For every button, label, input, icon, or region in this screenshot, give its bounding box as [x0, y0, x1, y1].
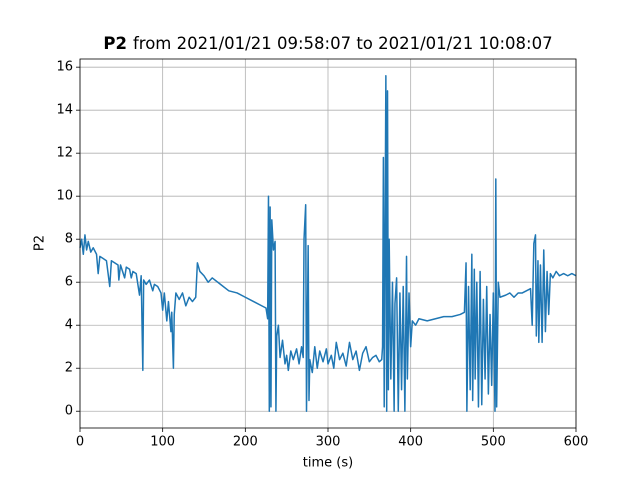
x-tick-label: 500	[481, 435, 506, 450]
data-line	[79, 75, 577, 412]
title-text: from 2021/01/21 09:58:07 to 2021/01/21 1…	[133, 34, 553, 53]
x-axis-label: time (s)	[303, 456, 353, 471]
y-tick-label: 4	[65, 318, 73, 333]
x-tick-label: 200	[233, 435, 258, 450]
y-tick-label: 12	[56, 146, 73, 161]
title-bold: P2	[103, 34, 127, 53]
y-tick-label: 0	[65, 404, 73, 419]
x-tick-label: 600	[564, 435, 589, 450]
y-tick-label: 8	[65, 232, 73, 247]
y-tick-label: 16	[56, 60, 73, 75]
y-tick-label: 14	[56, 103, 73, 118]
x-tick-label: 0	[76, 435, 84, 450]
y-axis-label: P2	[33, 235, 48, 251]
y-tick-label: 10	[56, 189, 73, 204]
y-tick-label: 2	[65, 361, 73, 376]
x-tick-label: 400	[398, 435, 423, 450]
x-tick-label: 300	[316, 435, 341, 450]
plot-frame	[79, 58, 577, 429]
y-tick-label: 6	[65, 275, 73, 290]
chart-title: P2 from 2021/01/21 09:58:07 to 2021/01/21…	[103, 34, 552, 53]
x-tick-label: 100	[150, 435, 175, 450]
